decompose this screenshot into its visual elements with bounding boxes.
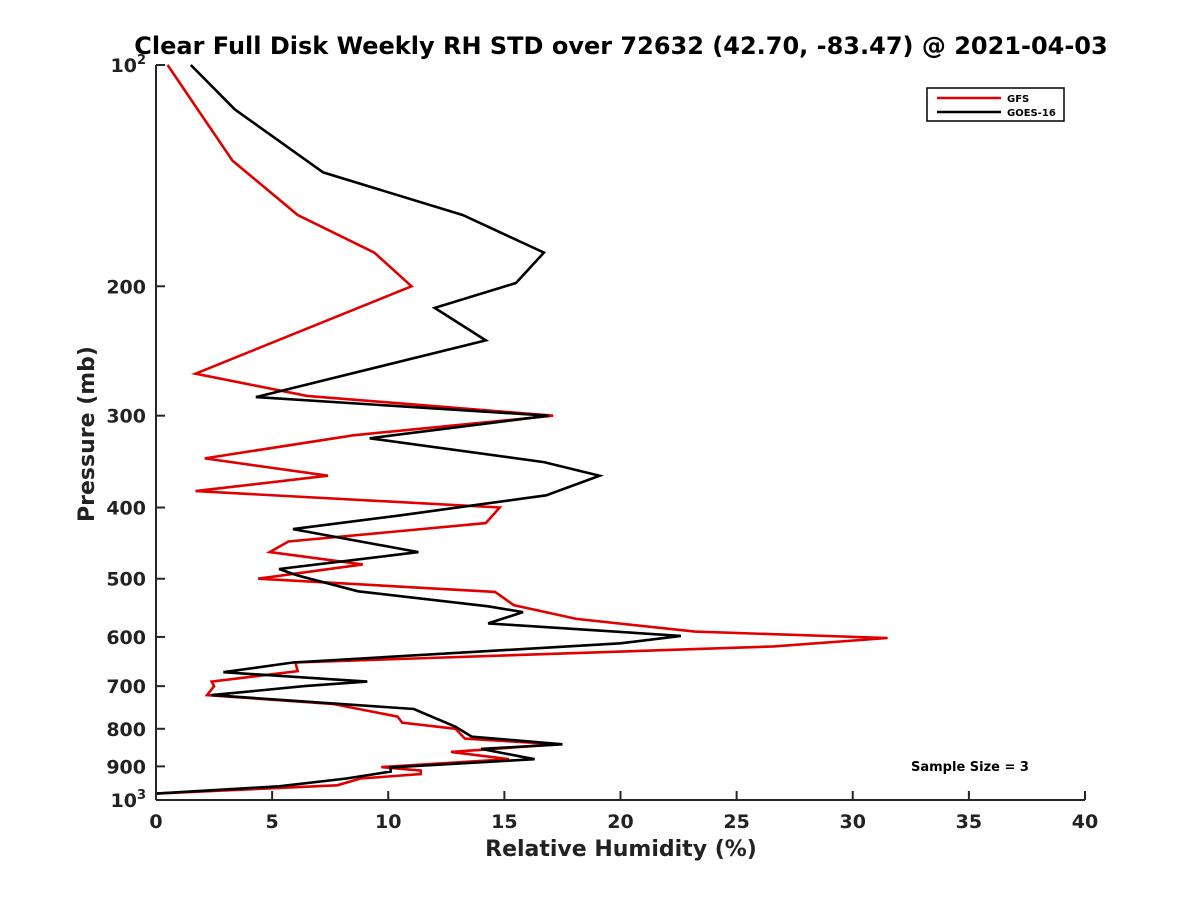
y-tick-label: 400 bbox=[106, 498, 146, 520]
y-tick-label: 200 bbox=[106, 276, 146, 298]
x-tick-label: 15 bbox=[491, 811, 517, 833]
y-tick-label: 700 bbox=[106, 676, 146, 698]
y-tick-label: 300 bbox=[106, 406, 146, 428]
x-tick-label: 35 bbox=[956, 811, 982, 833]
y-axis-label: Pressure (mb) bbox=[75, 346, 100, 522]
legend-label: GOES-16 bbox=[1007, 108, 1056, 119]
y-tick-exponent: 3 bbox=[137, 788, 146, 803]
legend-box bbox=[926, 87, 1065, 122]
x-tick-label: 0 bbox=[149, 811, 162, 833]
series-line-gfs bbox=[155, 64, 888, 795]
y-tick-label: 900 bbox=[106, 756, 146, 778]
x-tick-label: 5 bbox=[266, 811, 279, 833]
x-axis-label: Relative Humidity (%) bbox=[485, 837, 757, 862]
x-tick-label: 10 bbox=[375, 811, 401, 833]
y-tick-base: 10 bbox=[111, 790, 137, 812]
y-tick-base: 10 bbox=[111, 55, 137, 77]
y-tick-exponent: 2 bbox=[137, 53, 146, 68]
axes-layer: 0 5 10 15 20 25 30 35 40102200300400500600700800… bbox=[106, 53, 1098, 833]
x-tick-label: 40 bbox=[1072, 811, 1098, 833]
series-layer bbox=[155, 64, 888, 795]
legend: GFS GOES-16 bbox=[926, 87, 1065, 122]
x-tick-label: 20 bbox=[607, 811, 633, 833]
y-tick-label: 500 bbox=[106, 569, 146, 591]
chart-title: Clear Full Disk Weekly RH STD over 72632… bbox=[134, 32, 1107, 60]
x-tick-label: 30 bbox=[840, 811, 866, 833]
series-line-goes-16 bbox=[155, 64, 682, 795]
y-tick-label: 600 bbox=[106, 627, 146, 649]
legend-label: GFS bbox=[1007, 94, 1029, 105]
y-tick-label: 800 bbox=[106, 719, 146, 741]
y-tick-label: 102 bbox=[111, 53, 147, 77]
x-tick-label: 25 bbox=[723, 811, 749, 833]
sample-size-annotation: Sample Size = 3 bbox=[911, 760, 1029, 775]
y-tick-label: 103 bbox=[111, 788, 147, 812]
